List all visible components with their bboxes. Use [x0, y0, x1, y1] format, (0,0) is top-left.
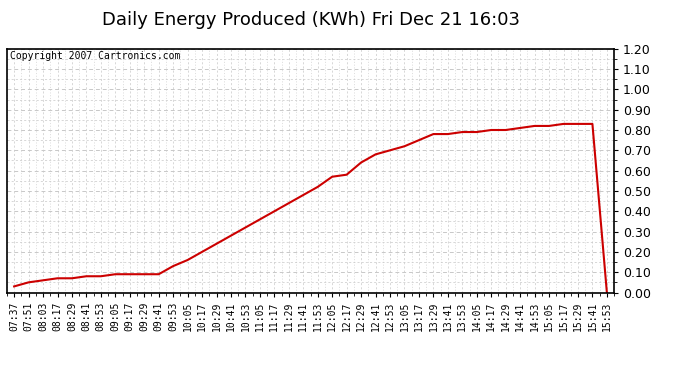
Text: Copyright 2007 Cartronics.com: Copyright 2007 Cartronics.com	[10, 51, 180, 61]
Text: Daily Energy Produced (KWh) Fri Dec 21 16:03: Daily Energy Produced (KWh) Fri Dec 21 1…	[101, 11, 520, 29]
